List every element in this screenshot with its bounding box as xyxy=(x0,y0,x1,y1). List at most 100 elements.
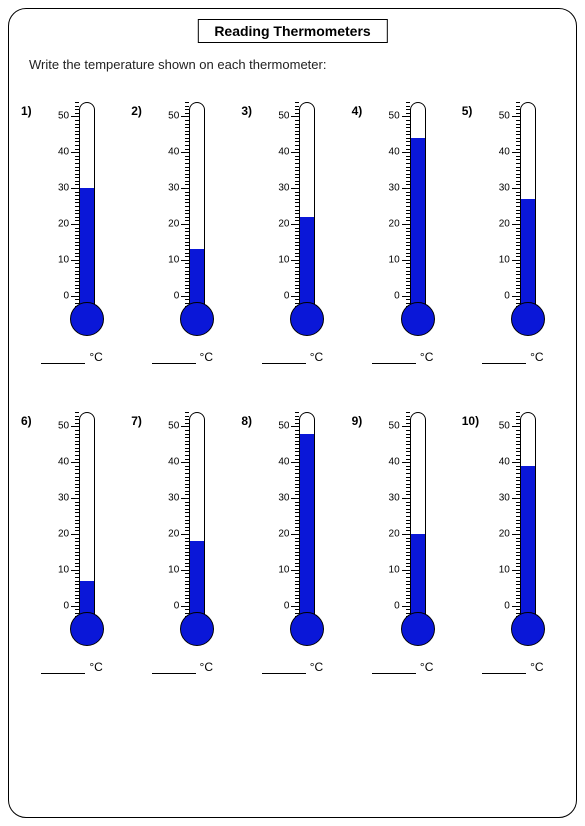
tick-label: 40 xyxy=(389,457,400,468)
answer-line: °C xyxy=(152,660,213,674)
major-tick xyxy=(181,296,189,297)
answer-blank[interactable] xyxy=(152,662,196,674)
tick-label: 10 xyxy=(58,564,69,575)
thermometer-cell: 3)01020304050°C xyxy=(237,102,347,364)
unit-label: °C xyxy=(530,350,543,364)
minor-tick xyxy=(295,412,299,413)
thermometer-liquid xyxy=(300,217,314,310)
tick-label: 20 xyxy=(168,218,179,229)
tick-label: 50 xyxy=(168,421,179,432)
major-tick xyxy=(512,296,520,297)
tick-label: 40 xyxy=(58,457,69,468)
tick-label: 50 xyxy=(58,111,69,122)
thermometer: 01020304050 xyxy=(487,102,539,342)
thermometer-scale: 01020304050 xyxy=(377,412,410,620)
major-tick xyxy=(291,260,299,261)
major-tick xyxy=(291,534,299,535)
thermometer: 01020304050 xyxy=(266,102,318,342)
thermometer-tube xyxy=(520,102,536,310)
answer-blank[interactable] xyxy=(262,352,306,364)
tick-label: 20 xyxy=(278,528,289,539)
minor-tick xyxy=(185,102,189,103)
major-tick xyxy=(291,426,299,427)
major-tick xyxy=(291,462,299,463)
answer-blank[interactable] xyxy=(372,662,416,674)
major-tick xyxy=(181,224,189,225)
minor-tick xyxy=(516,102,520,103)
tick-label: 40 xyxy=(58,147,69,158)
major-tick xyxy=(71,426,79,427)
major-tick xyxy=(402,152,410,153)
thermometer-scale: 01020304050 xyxy=(266,412,299,620)
tick-label: 20 xyxy=(278,218,289,229)
tick-label: 0 xyxy=(284,290,290,301)
thermometer: 01020304050 xyxy=(46,412,98,652)
tick-label: 30 xyxy=(499,493,510,504)
question-number: 10) xyxy=(462,414,479,428)
tick-label: 10 xyxy=(389,254,400,265)
answer-blank[interactable] xyxy=(41,352,85,364)
question-number: 1) xyxy=(21,104,32,118)
answer-line: °C xyxy=(41,350,102,364)
thermometer-liquid xyxy=(190,541,204,620)
thermometer-cell: 10)01020304050°C xyxy=(458,412,568,674)
tick-label: 0 xyxy=(394,290,400,301)
thermometer-bulb xyxy=(70,302,104,336)
tick-label: 30 xyxy=(58,183,69,194)
thermometer-bulb xyxy=(511,612,545,646)
major-tick xyxy=(512,606,520,607)
thermometer-scale: 01020304050 xyxy=(46,102,79,310)
tick-label: 30 xyxy=(58,493,69,504)
tick-label: 40 xyxy=(389,147,400,158)
major-tick xyxy=(402,534,410,535)
answer-blank[interactable] xyxy=(262,662,306,674)
major-tick xyxy=(291,152,299,153)
major-tick xyxy=(512,534,520,535)
unit-label: °C xyxy=(200,660,213,674)
tick-label: 20 xyxy=(389,218,400,229)
unit-label: °C xyxy=(420,350,433,364)
unit-label: °C xyxy=(530,660,543,674)
question-number: 5) xyxy=(462,104,473,118)
tick-label: 0 xyxy=(64,290,70,301)
answer-blank[interactable] xyxy=(482,352,526,364)
tick-label: 30 xyxy=(168,183,179,194)
major-tick xyxy=(71,260,79,261)
question-number: 3) xyxy=(241,104,252,118)
major-tick xyxy=(291,224,299,225)
tick-label: 0 xyxy=(394,600,400,611)
thermometer-bulb xyxy=(401,302,435,336)
thermometer-bulb xyxy=(180,302,214,336)
minor-tick xyxy=(295,102,299,103)
minor-tick xyxy=(406,416,410,417)
major-tick xyxy=(512,224,520,225)
tick-label: 10 xyxy=(499,254,510,265)
tick-label: 50 xyxy=(58,421,69,432)
major-tick xyxy=(71,462,79,463)
major-tick xyxy=(291,606,299,607)
major-tick xyxy=(71,224,79,225)
tick-label: 0 xyxy=(504,290,510,301)
major-tick xyxy=(402,188,410,189)
thermometer-scale: 01020304050 xyxy=(156,102,189,310)
question-number: 4) xyxy=(352,104,363,118)
tick-label: 40 xyxy=(168,147,179,158)
minor-tick xyxy=(406,106,410,107)
tick-label: 50 xyxy=(168,111,179,122)
minor-tick xyxy=(516,416,520,417)
thermometer: 01020304050 xyxy=(377,412,429,652)
major-tick xyxy=(181,606,189,607)
thermometer-scale: 01020304050 xyxy=(487,102,520,310)
thermometer-liquid xyxy=(411,138,425,310)
thermometer: 01020304050 xyxy=(156,102,208,342)
tick-label: 20 xyxy=(499,528,510,539)
thermometer-cell: 1)01020304050°C xyxy=(17,102,127,364)
answer-blank[interactable] xyxy=(41,662,85,674)
tick-label: 50 xyxy=(278,111,289,122)
answer-blank[interactable] xyxy=(152,352,196,364)
tick-label: 10 xyxy=(58,254,69,265)
answer-blank[interactable] xyxy=(372,352,416,364)
answer-blank[interactable] xyxy=(482,662,526,674)
thermometer: 01020304050 xyxy=(266,412,318,652)
major-tick xyxy=(512,462,520,463)
